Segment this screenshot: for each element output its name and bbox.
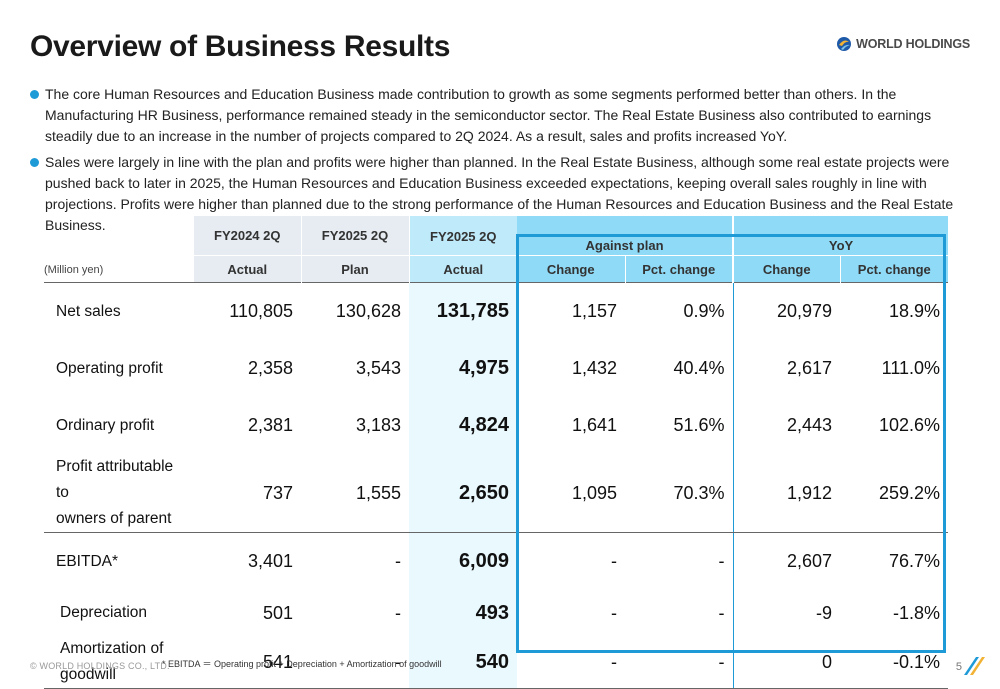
header-fy2025-plan: FY2025 2Q bbox=[301, 216, 410, 256]
cell-plan-pct: 40.4% bbox=[625, 340, 734, 397]
cell-fy2025-actual: 2,650 bbox=[409, 454, 517, 533]
cell-fy2025-actual: 131,785 bbox=[409, 282, 517, 340]
cell-plan-pct: - bbox=[625, 636, 734, 689]
bullet-dot-icon bbox=[30, 158, 39, 167]
cell-plan-change: - bbox=[611, 551, 617, 571]
page-number: 5 bbox=[955, 661, 962, 673]
cell-fy2024-actual: 737 bbox=[194, 454, 301, 533]
row-label-line2: owners of parent bbox=[56, 510, 172, 527]
subheader-pct-yoy: Pct. change bbox=[840, 255, 949, 283]
cell-plan-pct: - bbox=[625, 532, 734, 590]
cell-plan-change: 1,641 bbox=[571, 415, 617, 435]
row-label-line1: Amortization of bbox=[60, 640, 164, 657]
table-row-ordinary-profit: Ordinary profit 2,381 3,183 4,824 1,641 … bbox=[44, 397, 948, 454]
row-label: Net sales bbox=[44, 282, 194, 340]
cell-yoy-pct: 102.6% bbox=[878, 415, 941, 435]
cell-fy2025-actual: 4,975 bbox=[409, 340, 517, 397]
cell-plan-pct: 51.6% bbox=[625, 397, 734, 454]
cell-yoy-change: 20,979 bbox=[733, 282, 841, 340]
cell-fy2025-plan: 130,628 bbox=[301, 282, 409, 340]
bullet-item: Sales were largely in line with the plan… bbox=[30, 152, 972, 236]
subheader-pct-plan: Pct. change bbox=[625, 255, 735, 283]
header-fy2025-actual: FY2025 2Q bbox=[409, 216, 517, 256]
cell-yoy-pct: 111.0% bbox=[881, 358, 941, 378]
cell-fy2024-actual: 2,381 bbox=[247, 415, 293, 435]
cell-yoy-pct: 18.9% bbox=[840, 282, 949, 340]
cell-plan-pct: - bbox=[625, 590, 734, 636]
logo-text: WORLD HOLDINGS bbox=[856, 37, 970, 51]
cell-yoy-change: 0 bbox=[733, 636, 841, 689]
cell-yoy-pct: 76.7% bbox=[888, 551, 941, 571]
copyright: © WORLD HOLDINGS CO., LTD. bbox=[30, 661, 170, 671]
cell-fy2025-plan: 3,543 bbox=[355, 358, 401, 378]
row-label: Depreciation bbox=[60, 604, 148, 621]
bullet-item: The core Human Resources and Education B… bbox=[30, 84, 972, 147]
header-fy2024: FY2024 2Q bbox=[194, 216, 302, 256]
company-logo: WORLD HOLDINGS bbox=[836, 36, 970, 52]
cell-plan-change: 1,157 bbox=[517, 282, 625, 340]
cell-yoy-pct: -1.8% bbox=[893, 602, 941, 623]
cell-yoy-change: -9 bbox=[816, 602, 833, 623]
results-table: (Million yen) FY2024 2Q FY2025 2Q FY2025… bbox=[44, 216, 949, 689]
cell-yoy-pct: -0.1% bbox=[840, 636, 949, 689]
summary-bullets: The core Human Resources and Education B… bbox=[30, 84, 972, 241]
results-table-container: (Million yen) FY2024 2Q FY2025 2Q FY2025… bbox=[44, 216, 949, 689]
subheader-actual-2024: Actual bbox=[194, 255, 302, 283]
header-yoy: YoY bbox=[733, 216, 949, 256]
subheader-plan: Plan bbox=[301, 255, 410, 283]
cell-plan-change: 1,095 bbox=[517, 454, 625, 533]
cell-yoy-change: 1,912 bbox=[733, 454, 841, 533]
cell-yoy-pct: 259.2% bbox=[840, 454, 949, 533]
cell-fy2025-actual: 4,824 bbox=[409, 397, 517, 454]
row-label: Ordinary profit bbox=[56, 416, 155, 434]
units-label: (Million yen) bbox=[44, 264, 104, 276]
cell-plan-change: - bbox=[611, 602, 617, 623]
world-holdings-logo-icon bbox=[837, 37, 852, 51]
cell-fy2025-plan: 1,555 bbox=[301, 454, 409, 533]
bullet-dot-icon bbox=[30, 90, 39, 99]
subheader-change-plan: Change bbox=[517, 255, 626, 283]
cell-fy2024-actual: 2,358 bbox=[247, 358, 293, 378]
row-label: Profit attributable to owners of parent bbox=[44, 454, 194, 533]
bullet-text: Sales were largely in line with the plan… bbox=[45, 154, 954, 233]
cell-yoy-change: 2,443 bbox=[786, 415, 833, 435]
cell-yoy-change: 2,617 bbox=[786, 358, 833, 378]
page-title: Overview of Business Results bbox=[30, 30, 451, 63]
cell-yoy-change: 2,607 bbox=[786, 551, 833, 571]
subheader-actual-2025: Actual bbox=[409, 255, 517, 283]
cell-plan-pct: 0.9% bbox=[625, 282, 734, 340]
header-against-plan: Against plan bbox=[517, 216, 735, 256]
cell-plan-change: 1,432 bbox=[571, 358, 617, 378]
cell-fy2025-actual: 6,009 bbox=[409, 532, 517, 590]
row-label-line2: goodwill bbox=[60, 666, 117, 683]
subheader-change-yoy: Change bbox=[733, 255, 841, 283]
cell-fy2025-actual: 493 bbox=[409, 590, 517, 636]
table-row-profit-attributable: Profit attributable to owners of parent 7… bbox=[44, 454, 949, 533]
cell-fy2024-actual: 501 bbox=[262, 602, 293, 623]
corner-stripes-icon bbox=[964, 657, 985, 675]
row-label-line1: Profit attributable to bbox=[56, 458, 174, 501]
cell-fy2024-actual: 110,805 bbox=[194, 282, 301, 340]
cell-fy2025-plan: - bbox=[395, 602, 401, 623]
row-label: Operating profit bbox=[56, 359, 163, 377]
bullet-text: The core Human Resources and Education B… bbox=[45, 86, 932, 144]
table-row-operating-profit: Operating profit 2,358 3,543 4,975 1,432… bbox=[44, 340, 948, 397]
cell-fy2025-actual: 540 bbox=[409, 636, 517, 689]
table-row-depreciation: Depreciation 501 - 493 - - -9 -1.8% bbox=[44, 590, 948, 636]
ebitda-footnote: * EBITDA ＝ Operating profit + Depreciati… bbox=[162, 659, 442, 669]
cell-plan-pct: 70.3% bbox=[625, 454, 734, 533]
table-row-ebitda: EBITDA* 3,401 - 6,009 - - 2,607 76.7% bbox=[44, 532, 948, 590]
cell-fy2024-actual: 3,401 bbox=[247, 551, 293, 571]
cell-plan-change: - bbox=[517, 636, 625, 689]
cell-fy2025-plan: - bbox=[395, 551, 401, 571]
table-row-net-sales: Net sales 110,805 130,628 131,785 1,157 … bbox=[44, 282, 949, 340]
cell-fy2025-plan: - bbox=[301, 636, 409, 689]
cell-fy2025-plan: 3,183 bbox=[355, 415, 401, 435]
cell-fy2024-actual: 541 bbox=[194, 636, 301, 689]
row-label: EBITDA* bbox=[56, 552, 119, 570]
